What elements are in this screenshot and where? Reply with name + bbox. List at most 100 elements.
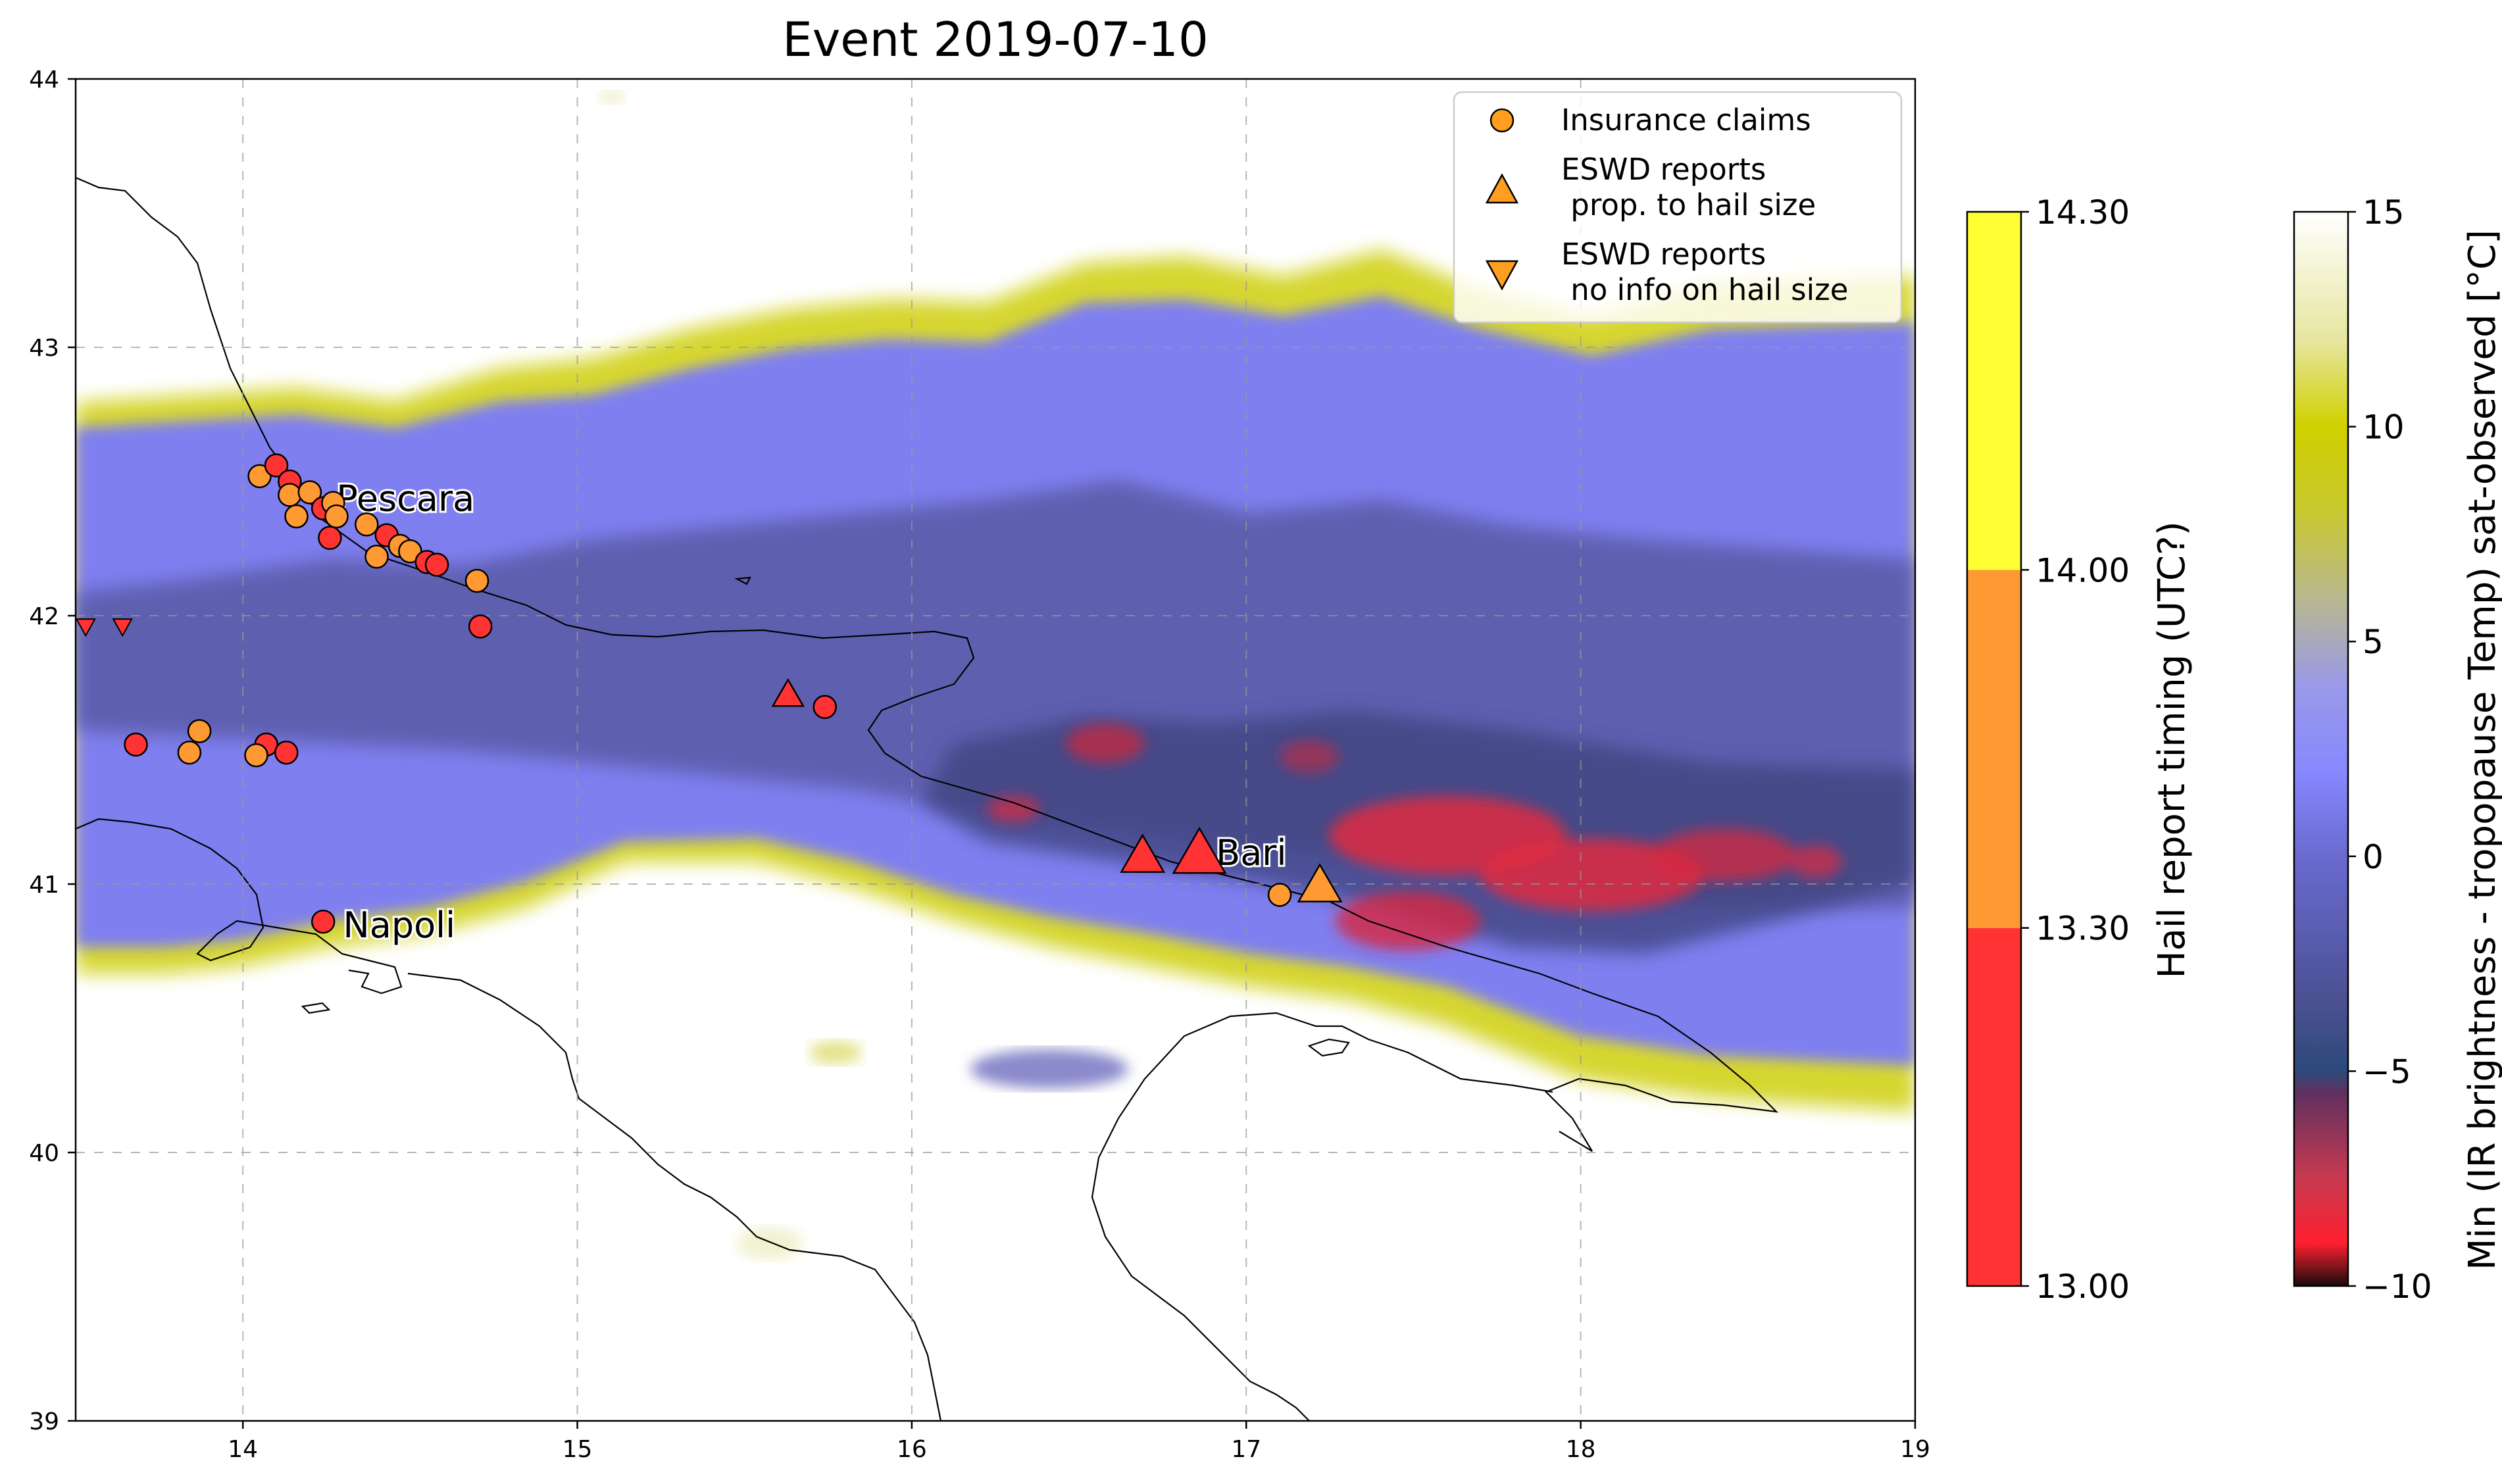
insurance-claim-marker (398, 539, 422, 564)
temperature-colorbar-frame (2293, 210, 2349, 1287)
y-axis-ticks: 39 40 41 42 43 44 (29, 66, 76, 1435)
legend-label-eswd-sized: ESWD reports prop. to hail size (1561, 152, 1816, 222)
figure-title: Event 2019-07-10 (782, 12, 1209, 67)
insurance-claim-marker (468, 614, 493, 639)
convective-core (1336, 891, 1480, 951)
insurance-claim-marker (297, 480, 322, 505)
insurance-claim-marker (424, 553, 449, 577)
city-label-napoli: Napoli (343, 904, 455, 946)
y-tick-label: 41 (29, 872, 59, 899)
timing-colorbar: 13.00 13.30 14.00 14.30 Hail report timing … (1966, 193, 2193, 1306)
eswd-sized-marker (771, 678, 805, 707)
calabria-east-coast (1091, 1012, 1553, 1421)
insurance-claim-marker (244, 743, 268, 768)
city-labels: Pescara Bari Napoli (334, 476, 1288, 948)
temperature-colorbar: −10 −5 0 5 10 15 Min (IR brightness - tropopa… (2293, 193, 2502, 1306)
insurance-claim-marker (464, 568, 489, 593)
tyrrhenian-coast (76, 818, 403, 995)
temperature-colorbar-label: Min (IR brightness - tropopause Temp) sa… (2461, 230, 2502, 1270)
map-frame (74, 78, 1916, 1422)
y-tick-label: 40 (29, 1140, 59, 1167)
coast-detail (1307, 1038, 1350, 1057)
insurance-claim-marker (318, 526, 342, 550)
eswd-sized-marker (1172, 826, 1227, 874)
insurance-claim-marker (264, 453, 289, 478)
temperature-colorbar-fill (2294, 212, 2348, 1286)
legend: Insurance claims ESWD reports prop. to h… (1453, 91, 1903, 324)
insurance-claim-marker (311, 909, 336, 934)
coast-detail (734, 576, 751, 585)
legend-box (1453, 91, 1903, 324)
temperature-colorbar-ticks: −10 −5 0 5 10 15 (2348, 193, 2432, 1306)
legend-triangle-down-marker (1485, 260, 1519, 291)
x-tick-label: 18 (1566, 1436, 1596, 1463)
x-tick-label: 14 (228, 1436, 258, 1463)
cloud-fragment (599, 91, 625, 104)
insurance-claim-marker (813, 695, 837, 719)
insurance-claim-marker (274, 740, 299, 765)
cloud-fragment (970, 1049, 1128, 1089)
legend-line: ESWD reports (1561, 237, 1766, 272)
eswd-unsized-marker (112, 618, 133, 637)
timing-bin (1967, 212, 2021, 570)
timing-bin (1967, 928, 2021, 1286)
insurance-claim-marker (364, 544, 389, 569)
x-axis-ticks: 14 15 16 17 18 19 (228, 1421, 1930, 1463)
calabria-west-coast (407, 972, 942, 1421)
city-label-pescara: Pescara (336, 478, 474, 519)
timing-bins (1967, 212, 2021, 1286)
eswd-sized-marker (1120, 833, 1166, 873)
timing-colorbar-ticks: 13.00 13.30 14.00 14.30 (2021, 193, 2130, 1306)
legend-label-eswd-unsized: ESWD reports no info on hail size (1561, 237, 1848, 307)
insurance-claim-marker (177, 740, 202, 765)
x-tick-label: 19 (1900, 1436, 1930, 1463)
eswd-unsized-markers (76, 618, 133, 637)
legend-line: prop. to hail size (1561, 187, 1816, 222)
eswd-sized-marker (1297, 863, 1343, 903)
timing-tick-label: 13.30 (2036, 910, 2130, 948)
insurance-claim-marker (187, 719, 212, 743)
timing-tick-label: 13.00 (2036, 1268, 2130, 1306)
insurance-claim-marker (247, 464, 272, 489)
timing-colorbar-label: Hail report timing (UTC?) (2151, 521, 2193, 978)
legend-label-insurance: Insurance claims (1561, 103, 1811, 137)
timing-colorbar-frame (1966, 210, 2022, 1287)
convective-core (1789, 845, 1842, 878)
convective-core (1651, 829, 1796, 881)
insurance-claim-marker (124, 732, 148, 757)
x-tick-label: 15 (563, 1436, 593, 1463)
temperature-tick-label: 15 (2363, 193, 2405, 232)
timing-tick-label: 14.30 (2036, 193, 2130, 232)
temperature-tick-label: −5 (2363, 1052, 2411, 1091)
temperature-tick-label: 5 (2363, 623, 2384, 661)
temperature-tick-label: 10 (2363, 408, 2405, 447)
y-tick-label: 39 (29, 1408, 59, 1435)
convective-core (1280, 740, 1339, 773)
eswd-unsized-marker (76, 618, 96, 637)
insurance-claim-markers (124, 453, 1292, 934)
city-label-bari: Bari (1216, 832, 1286, 874)
cloud-field (76, 91, 1915, 1260)
insurance-claim-marker (284, 504, 309, 529)
cloud-fragment (737, 1227, 803, 1260)
insurance-claim-marker (355, 512, 379, 537)
convective-core (1480, 839, 1704, 911)
temperature-tick-label: −10 (2363, 1268, 2432, 1306)
insurance-claim-marker (278, 483, 302, 507)
y-tick-label: 42 (29, 603, 59, 630)
convective-cores (987, 724, 1842, 951)
legend-line: ESWD reports (1561, 152, 1766, 187)
timing-tick-label: 14.00 (2036, 551, 2130, 589)
x-tick-label: 17 (1231, 1436, 1261, 1463)
y-tick-label: 43 (29, 335, 59, 362)
insurance-claim-marker (1267, 883, 1292, 907)
y-tick-label: 44 (29, 66, 59, 93)
coast-detail (301, 1002, 331, 1014)
legend-triangle-up-marker (1485, 173, 1519, 204)
convective-core (987, 796, 1039, 822)
legend-circle-marker (1489, 108, 1514, 133)
legend-line: no info on hail size (1561, 272, 1848, 307)
insurance-claim-marker (324, 504, 349, 529)
eswd-sized-markers (771, 678, 1343, 903)
